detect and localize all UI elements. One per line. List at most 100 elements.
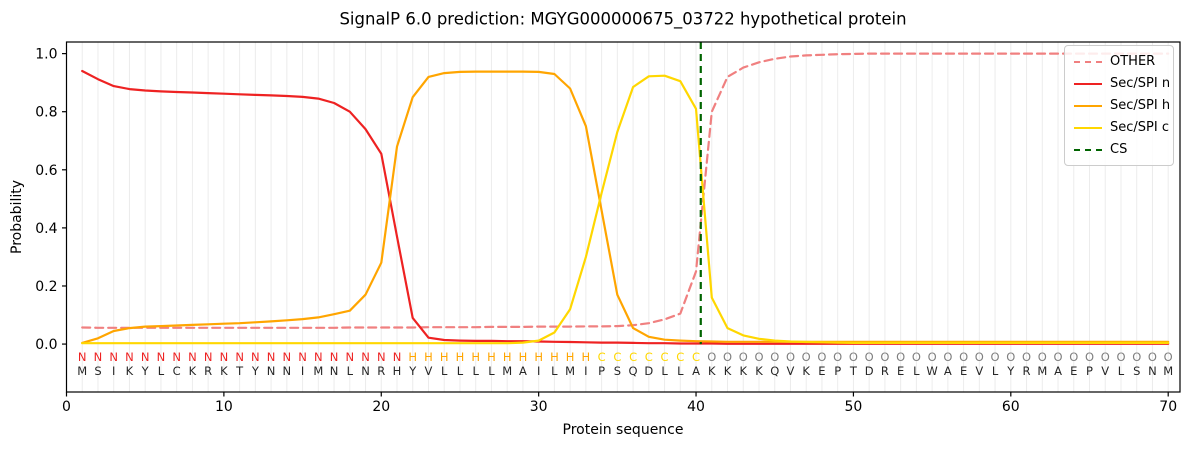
- residue-letter: K: [189, 364, 197, 378]
- residue-letter: L: [1118, 364, 1125, 378]
- residue-letter: K: [739, 364, 747, 378]
- region-label: O: [1038, 350, 1047, 364]
- region-label: H: [456, 350, 465, 364]
- x-tick-label: 50: [845, 399, 863, 415]
- residue-letter: R: [1023, 364, 1031, 378]
- region-label: O: [975, 350, 984, 364]
- residue-letter: R: [881, 364, 889, 378]
- region-label: N: [188, 350, 197, 364]
- residue-letter: M: [565, 364, 575, 378]
- residue-letter: L: [472, 364, 479, 378]
- residue-letter: K: [724, 364, 732, 378]
- region-label: O: [849, 350, 858, 364]
- residue-letter: T: [849, 364, 858, 378]
- region-label: N: [361, 350, 370, 364]
- residue-letter: M: [1163, 364, 1173, 378]
- region-label: N: [220, 350, 229, 364]
- region-label: O: [959, 350, 968, 364]
- region-label: O: [1006, 350, 1015, 364]
- legend-line-sample: [1074, 104, 1102, 107]
- legend-line-sample: [1074, 60, 1102, 63]
- region-label: O: [1116, 350, 1125, 364]
- residue-letter: K: [802, 364, 810, 378]
- region-label: N: [330, 350, 339, 364]
- region-label: C: [676, 350, 684, 364]
- residue-letter: P: [1086, 364, 1093, 378]
- region-label: O: [739, 350, 748, 364]
- residue-letter: E: [960, 364, 967, 378]
- region-label: N: [172, 350, 181, 364]
- region-label: H: [424, 350, 433, 364]
- region-label: O: [770, 350, 779, 364]
- residue-letter: L: [913, 364, 920, 378]
- region-label: N: [94, 350, 103, 364]
- region-label: H: [408, 350, 417, 364]
- region-label: O: [786, 350, 795, 364]
- region-label: C: [629, 350, 637, 364]
- region-label: O: [1148, 350, 1157, 364]
- residue-letter: L: [441, 364, 448, 378]
- residue-letter: A: [519, 364, 527, 378]
- region-label: N: [345, 350, 354, 364]
- y-tick-label: 1.0: [35, 47, 57, 63]
- y-tick-label: 0.4: [35, 221, 57, 237]
- legend-line-sample: [1074, 148, 1102, 151]
- residue-letter: L: [551, 364, 558, 378]
- residue-letter: I: [112, 364, 115, 378]
- region-label: O: [1053, 350, 1062, 364]
- y-tick-label: 0.2: [35, 279, 57, 295]
- plot-border: [65, 41, 1181, 393]
- residue-letter: M: [77, 364, 87, 378]
- y-axis-label: Probability: [9, 179, 25, 255]
- x-tick-label: 0: [62, 399, 71, 415]
- residue-letter: L: [488, 364, 495, 378]
- residue-letter: S: [614, 364, 621, 378]
- region-label: O: [912, 350, 921, 364]
- residue-letter: W: [926, 364, 937, 378]
- region-label: O: [880, 350, 889, 364]
- legend-label: Sec/SPI h: [1110, 98, 1171, 113]
- region-label: C: [613, 350, 621, 364]
- residue-letter: A: [1054, 364, 1062, 378]
- residue-letter: S: [94, 364, 101, 378]
- legend: OTHER Sec/SPI n Sec/SPI h Sec/SPI c CS: [1064, 45, 1174, 166]
- region-label: O: [991, 350, 1000, 364]
- region-label: O: [802, 350, 811, 364]
- residue-letter: V: [975, 364, 983, 378]
- region-label: N: [141, 350, 150, 364]
- region-label: N: [298, 350, 307, 364]
- region-label: O: [1085, 350, 1094, 364]
- residue-letter: N: [361, 364, 370, 378]
- residue-letter: Y: [408, 364, 417, 378]
- residue-letter: I: [584, 364, 587, 378]
- region-label: O: [928, 350, 937, 364]
- residue-letter: V: [425, 364, 433, 378]
- residue-letter: L: [457, 364, 464, 378]
- region-label: N: [204, 350, 213, 364]
- x-tick-label: 20: [372, 399, 390, 415]
- region-label: N: [283, 350, 292, 364]
- region-label: O: [943, 350, 952, 364]
- residue-letter: L: [347, 364, 354, 378]
- residue-letter: R: [204, 364, 212, 378]
- legend-line-sample: [1074, 82, 1102, 85]
- legend-item-other: OTHER: [1074, 54, 1164, 69]
- residue-letter: M: [502, 364, 512, 378]
- region-label: H: [534, 350, 543, 364]
- x-tick-label: 70: [1159, 399, 1177, 415]
- legend-label: Sec/SPI n: [1110, 76, 1171, 91]
- region-label: C: [598, 350, 606, 364]
- residue-letter: D: [644, 364, 653, 378]
- region-label: N: [125, 350, 134, 364]
- region-label: H: [440, 350, 449, 364]
- legend-label: OTHER: [1110, 54, 1156, 69]
- residue-letter: C: [173, 364, 181, 378]
- residue-letter: L: [677, 364, 684, 378]
- legend-item-sec-spi-n: Sec/SPI n: [1074, 76, 1170, 91]
- region-label: C: [645, 350, 653, 364]
- series-other: [81, 52, 1170, 329]
- residue-letter: D: [865, 364, 874, 378]
- legend-item-sec-spi-c: Sec/SPI c: [1074, 120, 1169, 135]
